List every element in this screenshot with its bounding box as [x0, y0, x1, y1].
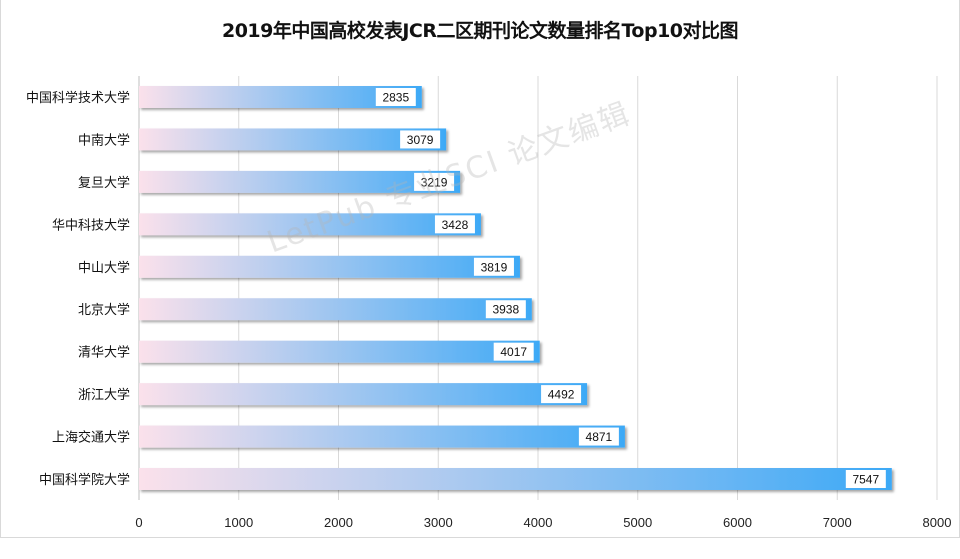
x-tick-label: 6000: [723, 515, 752, 530]
bar: [139, 128, 447, 151]
data-label: 3819: [481, 260, 508, 274]
bar: [139, 298, 532, 321]
bar: [139, 468, 892, 490]
data-label-box: [493, 342, 534, 361]
y-tick-label: 复旦大学: [78, 175, 130, 191]
bar: [139, 170, 461, 193]
data-label: 4017: [500, 345, 527, 359]
data-label: 2835: [382, 91, 409, 105]
bar: [139, 425, 625, 448]
y-tick-label: 浙江大学: [78, 387, 130, 403]
x-tick-label: 8000: [923, 515, 952, 530]
y-tick-label: 北京大学: [78, 302, 130, 318]
bar: [139, 86, 422, 108]
y-tick-label: 华中科技大学: [52, 217, 130, 233]
bar: [139, 340, 540, 363]
data-label-box: [400, 130, 441, 149]
x-tick-label: 4000: [524, 515, 553, 530]
y-tick-label: 中国科学院大学: [39, 472, 130, 488]
data-label-box: [375, 88, 416, 106]
y-tick-label: 中南大学: [78, 132, 130, 148]
data-label-box: [485, 300, 526, 319]
x-tick-label: 1000: [224, 515, 253, 530]
data-label: 3938: [492, 303, 519, 317]
data-label: 3428: [442, 218, 469, 232]
x-tick-label: 3000: [424, 515, 453, 530]
data-label-box: [414, 172, 455, 191]
bar: [139, 213, 481, 236]
y-tick-label: 上海交通大学: [52, 430, 130, 446]
y-tick-label: 中国科学技术大学: [26, 90, 130, 106]
bar: [139, 255, 520, 278]
data-label: 3079: [407, 133, 434, 147]
data-label-box: [578, 427, 619, 446]
data-label-box: [541, 385, 582, 404]
data-label: 4492: [548, 388, 575, 402]
x-tick-label: 0: [135, 515, 142, 530]
y-tick-label: 清华大学: [78, 345, 130, 361]
data-label-box: [845, 470, 886, 488]
x-tick-label: 5000: [623, 515, 652, 530]
x-tick-label: 2000: [324, 515, 353, 530]
data-label-box: [434, 215, 475, 234]
data-label: 4871: [586, 430, 613, 444]
bar: [139, 383, 588, 406]
x-tick-label: 7000: [823, 515, 852, 530]
chart-title: 2019年中国高校发表JCR二区期刊论文数量排名Top10对比图: [221, 20, 739, 42]
data-label: 7547: [852, 473, 879, 487]
data-label: 3219: [421, 175, 448, 189]
y-tick-label: 中山大学: [78, 260, 130, 276]
data-label-box: [473, 257, 514, 276]
